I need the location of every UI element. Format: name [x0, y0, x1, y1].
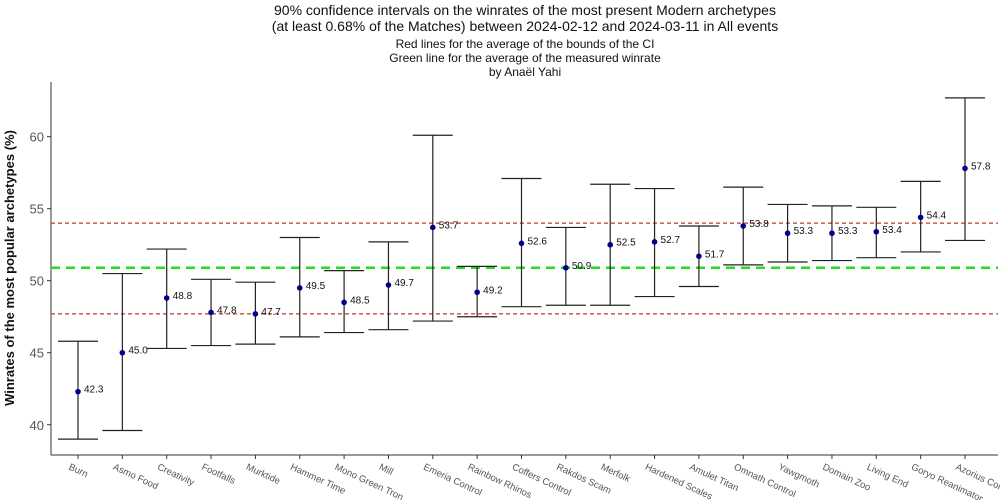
winrate-point	[385, 282, 392, 288]
x-tick-label: Burn	[67, 462, 90, 480]
y-tick-label: 45	[30, 346, 44, 361]
data-label: 54.4	[927, 210, 947, 221]
data-label: 42.3	[84, 385, 104, 396]
chart-subtitle-line-1: Red lines for the average of the bounds …	[396, 37, 655, 51]
data-label: 53.8	[749, 219, 769, 230]
data-label: 45.0	[128, 346, 148, 357]
y-tick-label: 50	[30, 274, 44, 289]
data-label: 52.6	[528, 236, 548, 247]
chart-subtitle-line-3: by Anaël Yahi	[489, 65, 561, 79]
data-label: 48.8	[173, 291, 193, 302]
data-label: 53.4	[882, 225, 902, 236]
data-label: 52.7	[661, 235, 681, 246]
chart-title-line-1: 90% confidence intervals on the winrates…	[274, 2, 776, 18]
winrate-point	[163, 295, 170, 301]
winrate-point	[341, 299, 347, 306]
x-tick-label: Goryo Reanimator	[909, 462, 984, 500]
winrate-point	[75, 388, 81, 395]
chart-title-line-2: (at least 0.68% of the Matches) between …	[272, 18, 778, 34]
data-label: 47.8	[217, 305, 237, 316]
winrate-point	[740, 223, 747, 229]
winrate-point	[651, 239, 658, 245]
data-label: 51.7	[705, 249, 725, 260]
data-label: 49.2	[483, 285, 503, 296]
winrate-point	[607, 241, 613, 248]
winrate-point	[829, 230, 835, 237]
winrate-point	[784, 230, 791, 237]
x-tick-label: Domain Zoo	[821, 462, 873, 494]
data-label: 53.7	[439, 220, 459, 231]
y-axis-label: Winrates of the most popular archetypes …	[2, 130, 17, 406]
winrate-point	[962, 165, 968, 172]
data-label: 50.9	[572, 261, 592, 272]
winrate-point	[518, 240, 525, 247]
winrate-point	[563, 264, 569, 271]
x-tick-label: Footfalls	[200, 462, 237, 487]
winrate-point	[696, 253, 702, 260]
winrate-point	[296, 285, 303, 291]
data-label: 47.7	[261, 307, 281, 318]
data-label: 52.5	[616, 238, 636, 249]
data-label: 48.5	[350, 295, 370, 306]
chart-subtitle-line-2: Green line for the average of the measur…	[389, 51, 661, 65]
data-label: 53.3	[794, 226, 814, 237]
winrate-point	[873, 228, 880, 235]
winrate-point	[252, 311, 259, 317]
x-tick-label: Asmo Food	[111, 462, 160, 492]
data-label: 49.5	[306, 281, 326, 292]
x-tick-label: Creativity	[155, 462, 196, 489]
winrate-point	[917, 214, 924, 221]
y-tick-label: 55	[30, 202, 44, 217]
x-tick-label: Mill	[377, 462, 395, 478]
winrate-point	[208, 309, 214, 316]
winrate-point	[430, 224, 436, 231]
x-tick-label: Murktide	[244, 462, 282, 487]
data-label: 53.3	[838, 226, 858, 237]
x-tick-label: Living End	[865, 462, 910, 491]
y-tick-label: 40	[30, 418, 44, 433]
data-label: 49.7	[394, 278, 414, 289]
winrate-point	[474, 289, 480, 296]
y-tick-label: 60	[30, 130, 44, 145]
winrate-point	[119, 349, 126, 356]
data-label: 57.8	[971, 161, 991, 172]
